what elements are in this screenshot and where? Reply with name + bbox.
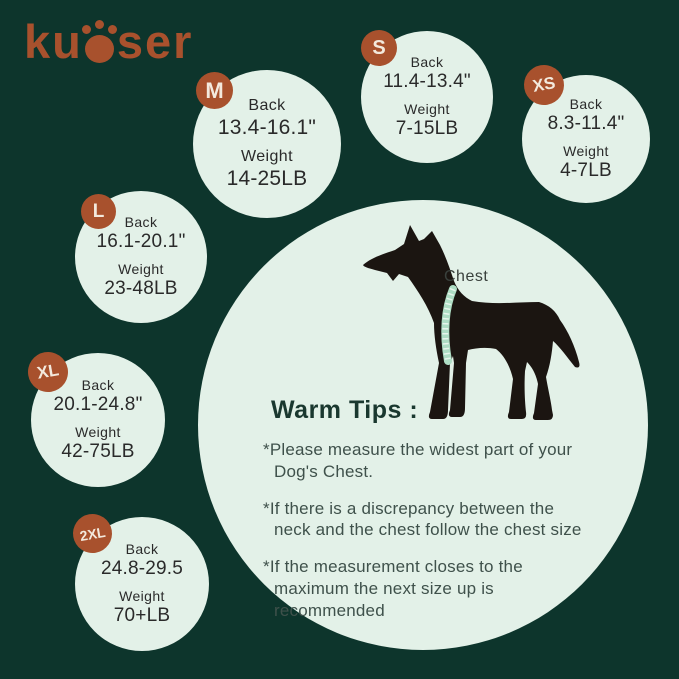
tip-item: *If there is a discrepancy between the n…: [263, 498, 595, 542]
weight-label: Weight: [119, 588, 165, 604]
back-range: 8.3-11.4": [547, 113, 625, 134]
bullet: *: [263, 440, 270, 459]
weight-label: Weight: [404, 101, 450, 117]
weight-range: 70+LB: [113, 605, 171, 626]
measuring-tape: [441, 285, 457, 365]
warm-tips-title: Warm Tips :: [271, 396, 419, 424]
back-label: Back: [248, 97, 286, 114]
brand-logo: ku ser: [24, 18, 193, 67]
size-badge-m: M: [196, 72, 233, 109]
weight-range: 4-7LB: [560, 160, 612, 181]
size-badge-l: L: [81, 194, 116, 229]
warm-tips-section: Warm Tips : *Please measure the widest p…: [263, 396, 595, 636]
tip-item: *If the measurement closes to the maximu…: [263, 556, 595, 621]
chest-label: Chest: [444, 268, 489, 285]
back-label: Back: [124, 214, 158, 230]
bullet: *: [263, 557, 270, 576]
logo-text-ser: ser: [116, 15, 194, 68]
back-label: Back: [81, 377, 115, 393]
back-label: Back: [410, 54, 444, 70]
tip-text: If the measurement closes to the maximum…: [269, 557, 523, 620]
weight-range: 7-15LB: [395, 118, 459, 139]
back-label: Back: [569, 96, 603, 112]
paw-icon: [81, 20, 117, 63]
dog-silhouette: [363, 225, 580, 420]
back-range: 11.4-13.4": [383, 71, 471, 92]
tip-item: *Please measure the widest part of your …: [263, 439, 595, 483]
size-badge-s: S: [361, 30, 397, 66]
tip-text: If there is a discrepancy between the ne…: [269, 498, 582, 540]
weight-label: Weight: [241, 148, 293, 165]
back-range: 16.1-20.1": [96, 231, 186, 252]
back-range: 13.4-16.1": [217, 116, 317, 139]
weight-range: 23-48LB: [104, 278, 178, 299]
weight-label: Weight: [75, 424, 121, 440]
back-label: Back: [125, 541, 159, 557]
tip-text: Please measure the widest part of your D…: [269, 440, 573, 481]
weight-label: Weight: [118, 261, 164, 277]
back-range: 24.8-29.5: [100, 558, 184, 579]
weight-range: 42-75LB: [61, 441, 135, 462]
weight-label: Weight: [563, 143, 609, 159]
weight-range: 14-25LB: [226, 167, 308, 190]
back-range: 20.1-24.8": [53, 394, 143, 415]
bullet: *: [263, 498, 270, 518]
logo-text-ku: ku: [24, 15, 83, 68]
